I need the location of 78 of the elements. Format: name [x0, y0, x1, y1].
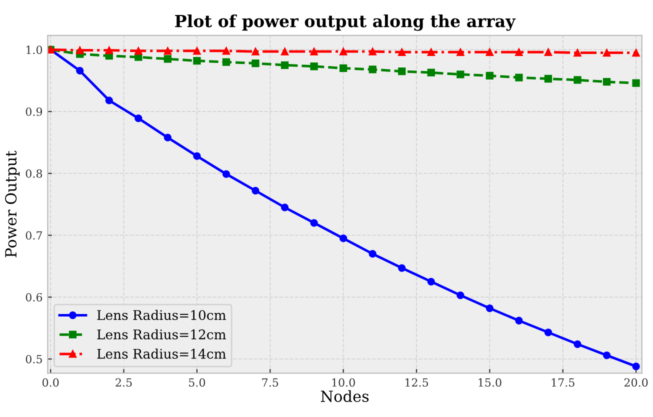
- point: [574, 340, 582, 348]
- point: [252, 59, 260, 68]
- point: [368, 66, 376, 74]
- y-tick-label: 0.5: [26, 354, 42, 364]
- point: [222, 170, 230, 178]
- point: [544, 328, 552, 336]
- x-tick-label: 5.0: [189, 378, 206, 387]
- point: [164, 55, 172, 63]
- point: [427, 278, 435, 286]
- point: [398, 68, 406, 76]
- point: [134, 114, 142, 122]
- point: [398, 264, 406, 272]
- point: [574, 48, 582, 57]
- point: [340, 64, 348, 72]
- point: [427, 48, 435, 56]
- y-tick-label: 0.8: [26, 169, 42, 178]
- point: [280, 48, 289, 56]
- point: [427, 68, 435, 76]
- x-tick-label: 7.5: [262, 378, 278, 387]
- point: [164, 134, 172, 142]
- point: [252, 48, 260, 56]
- point: [105, 96, 113, 104]
- y-tick-label: 1.0: [26, 46, 42, 54]
- x-tick-label: 2.5: [116, 378, 132, 387]
- point: [368, 48, 376, 56]
- point: [602, 48, 611, 57]
- point: [398, 48, 406, 56]
- point: [632, 79, 640, 87]
- point: [76, 46, 84, 54]
- point: [310, 62, 318, 70]
- y-tick-label: 0.9: [26, 108, 42, 116]
- x-tick-label: 20.0: [624, 378, 648, 387]
- point: [193, 152, 201, 160]
- point: [222, 58, 230, 66]
- y-axis-title: Power Output: [5, 150, 20, 258]
- point: [632, 362, 640, 370]
- point: [76, 66, 84, 75]
- point: [310, 219, 318, 227]
- point: [456, 70, 464, 78]
- point: [602, 351, 611, 360]
- point: [544, 74, 552, 83]
- chart-title: Plot of power output along the array: [175, 14, 516, 31]
- point: [193, 47, 201, 55]
- point: [368, 250, 376, 258]
- point: [515, 48, 523, 56]
- x-tick-label: 15.0: [478, 378, 502, 387]
- point: [486, 48, 494, 56]
- point: [310, 48, 318, 56]
- point: [252, 186, 260, 195]
- x-axis-title: Nodes: [320, 390, 369, 402]
- point: [486, 72, 494, 80]
- point: [456, 48, 464, 56]
- point: [340, 234, 348, 242]
- point: [456, 291, 464, 300]
- y-tick-label: 0.7: [26, 231, 42, 240]
- legend-label: Lens Radius=12cm: [97, 329, 226, 340]
- point: [105, 46, 113, 54]
- x-tick-label: 0.0: [42, 378, 59, 387]
- y-tick-label: 0.6: [26, 293, 42, 302]
- point: [486, 304, 494, 312]
- point: [340, 48, 348, 56]
- x-tick-label: 10.0: [332, 378, 355, 387]
- point: [280, 204, 289, 212]
- point: [222, 47, 230, 55]
- point: [280, 61, 289, 69]
- legend-label: Lens Radius=10cm: [97, 310, 226, 320]
- point: [134, 47, 142, 55]
- point: [574, 76, 582, 84]
- point: [515, 74, 523, 82]
- point: [193, 56, 201, 65]
- point: [632, 48, 640, 57]
- point: [515, 316, 523, 324]
- point: [544, 48, 552, 56]
- x-tick-label: 12.5: [405, 378, 428, 387]
- x-tick-label: 17.5: [552, 378, 574, 387]
- point: [602, 78, 611, 86]
- legend-label: Lens Radius=14cm: [97, 348, 226, 359]
- point: [164, 47, 172, 55]
